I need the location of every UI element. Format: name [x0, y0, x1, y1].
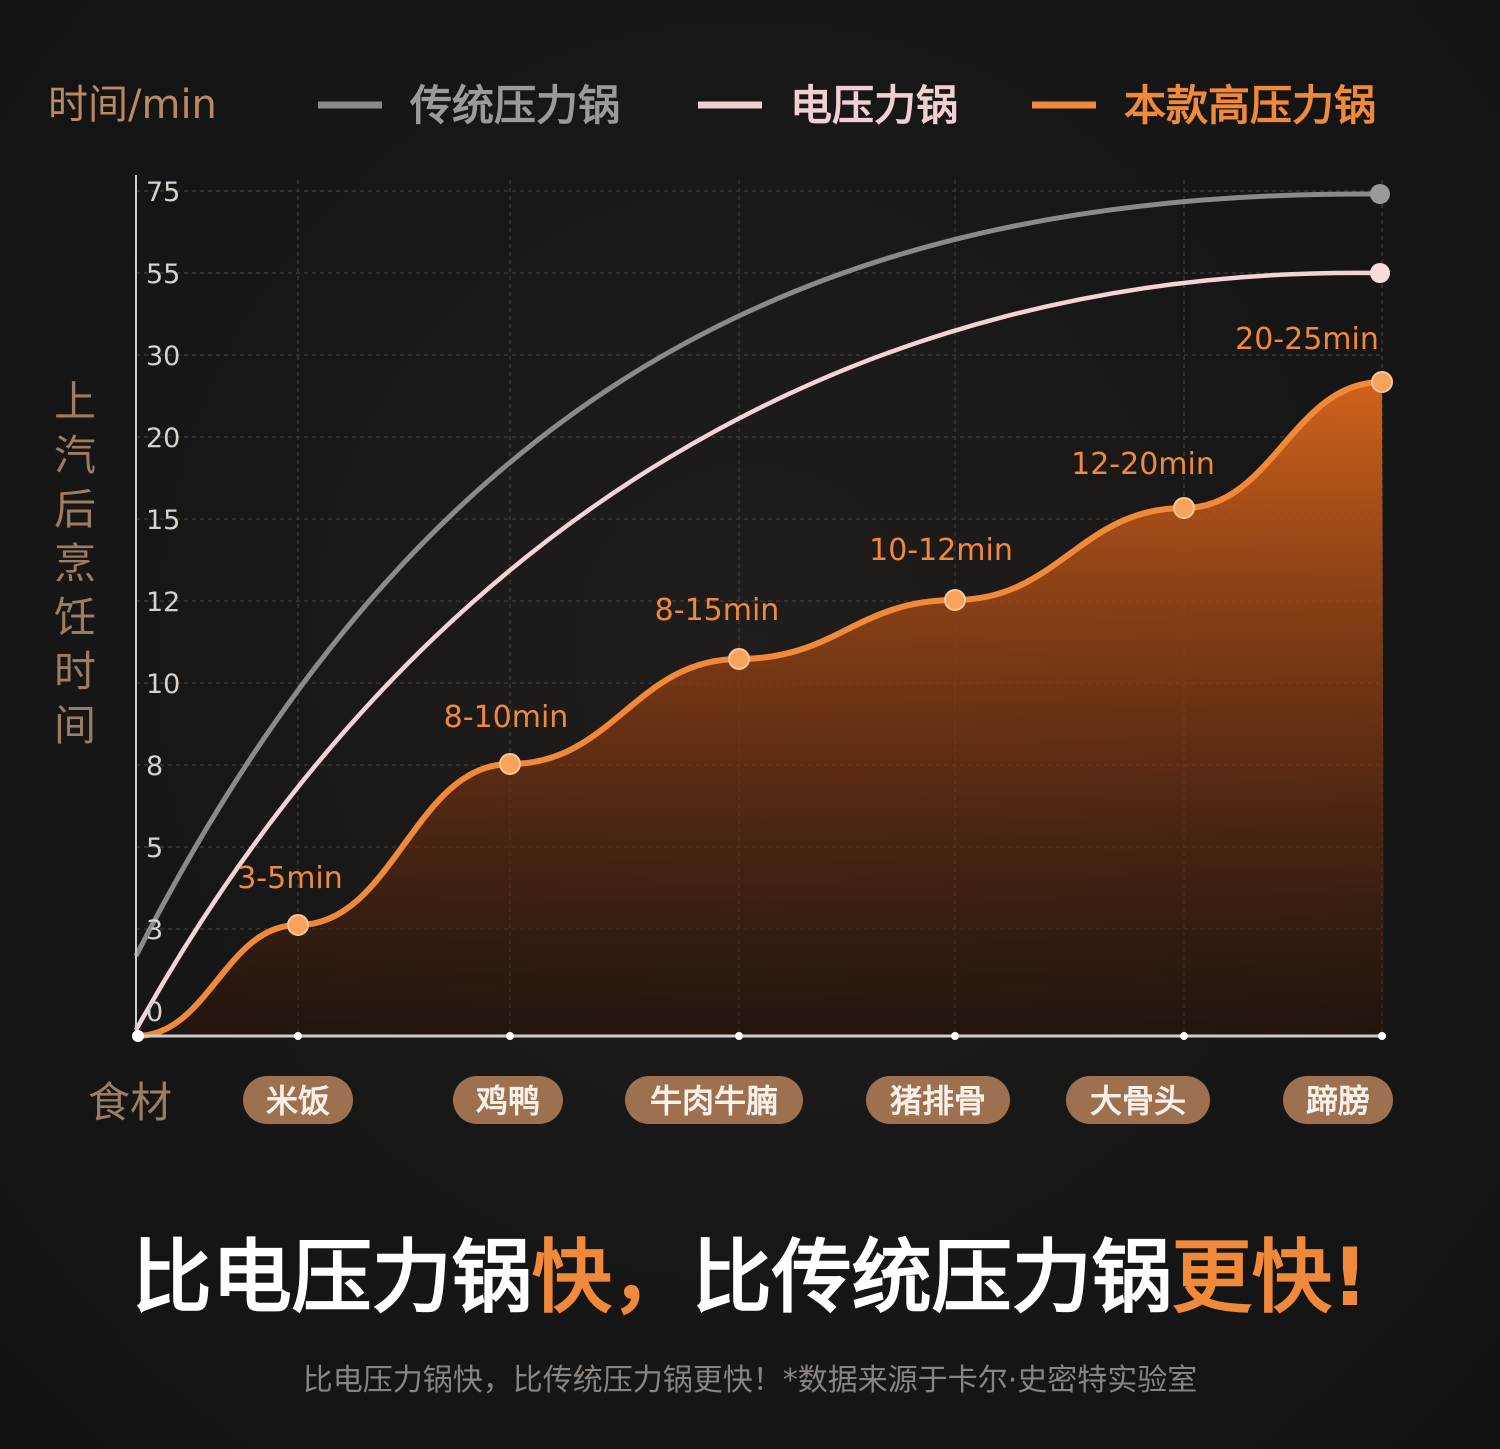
headline-part2: 比传统压力锅 — [692, 1231, 1172, 1324]
data-point-this-model — [944, 589, 966, 611]
category-pill-bg — [1066, 1076, 1210, 1124]
y-tick-label: 10 — [146, 669, 180, 700]
y-tick-label: 75 — [146, 177, 180, 208]
category-pill: 牛肉牛腩 — [625, 1076, 803, 1124]
y-tick-labels: 0 3 5 8 10 12 15 20 30 55 75 — [146, 177, 180, 1028]
category-pill-bg — [243, 1076, 353, 1124]
y-tick-label: 8 — [146, 751, 163, 782]
y-unit-label: 时间/min — [48, 82, 217, 128]
axes — [135, 175, 1386, 1038]
y-tick-label: 12 — [146, 587, 180, 618]
y-axis-label-char: 烹 — [54, 539, 96, 588]
series-line-electric — [134, 270, 1381, 1032]
x-tick-mark — [1180, 1032, 1188, 1040]
data-label: 10-12min — [869, 533, 1013, 568]
data-point-this-model — [1371, 371, 1393, 393]
headline: 比电压力锅快，比传统压力锅更快! — [132, 1231, 1368, 1324]
data-label: 8-15min — [655, 593, 780, 628]
legend-label-traditional: 传统压力锅 — [409, 81, 620, 130]
data-point-electric-end — [1370, 263, 1390, 283]
category-label: 牛肉牛腩 — [650, 1082, 778, 1120]
y-axis-label-char: 饪 — [54, 593, 96, 642]
x-tick-mark — [294, 1032, 302, 1040]
headline-accent1: 快， — [532, 1231, 692, 1324]
x-tick-mark — [951, 1032, 959, 1040]
category-pill: 鸡鸭 — [453, 1076, 563, 1124]
area-fill-this-model — [136, 382, 1384, 1036]
category-label: 大骨头 — [1090, 1082, 1186, 1120]
y-axis-label-char: 上 — [54, 377, 96, 426]
category-label: 猪排骨 — [890, 1082, 986, 1120]
data-label: 12-20min — [1071, 447, 1215, 482]
category-label: 鸡鸭 — [475, 1082, 540, 1120]
data-point-this-model — [287, 914, 309, 936]
category-label: 蹄膀 — [1306, 1082, 1370, 1120]
category-pill-bg — [453, 1076, 563, 1124]
area-fill — [136, 382, 1384, 1036]
y-tick-label: 20 — [146, 423, 180, 454]
y-tick-label: 30 — [146, 341, 180, 372]
category-label: 米饭 — [266, 1082, 330, 1120]
data-label: 20-25min — [1235, 322, 1379, 357]
data-label: 3-5min — [237, 861, 343, 896]
category-pill-bg — [1283, 1076, 1393, 1124]
category-pill: 猪排骨 — [866, 1076, 1010, 1124]
headline-accent2: 更快! — [1172, 1231, 1368, 1324]
data-point-this-model — [728, 648, 750, 670]
legend-label-electric: 电压力锅 — [790, 81, 958, 130]
series-line-traditional — [133, 191, 1381, 958]
x-tick-mark — [506, 1032, 514, 1040]
x-tick-mark — [1378, 1032, 1386, 1040]
y-axis-label-char: 时 — [54, 647, 96, 696]
legend-label-this-model: 本款高压力锅 — [1124, 81, 1376, 130]
category-pill-bg — [625, 1076, 803, 1124]
y-tick-label: 3 — [146, 915, 163, 946]
x-tick-mark — [735, 1032, 743, 1040]
y-tick-label: 55 — [146, 259, 180, 290]
category-pill: 大骨头 — [1066, 1076, 1210, 1124]
legend: 传统压力锅 电压力锅 本款高压力锅 — [318, 81, 1376, 130]
category-pills: 米饭 鸡鸭 牛肉牛腩 猪排骨 大骨头 蹄膀 — [243, 1076, 1393, 1124]
data-point-this-model — [499, 753, 521, 775]
footnote: 比电压力锅快，比传统压力锅更快！*数据来源于卡尔·史密特实验室 — [303, 1363, 1198, 1398]
headline-part1: 比电压力锅 — [132, 1231, 532, 1324]
data-point-traditional-end — [1370, 184, 1390, 204]
y-axis-label-char: 后 — [54, 485, 96, 534]
x-axis-title: 食材 — [88, 1078, 172, 1127]
data-labels: 3-5min 8-10min 8-15min 10-12min 12-20min 20-2… — [237, 322, 1379, 896]
y-axis-label-char: 间 — [54, 701, 96, 750]
data-points — [132, 184, 1393, 1042]
y-tick-label: 5 — [146, 833, 163, 864]
y-tick-label: 0 — [146, 997, 163, 1028]
category-pill-bg — [866, 1076, 1010, 1124]
category-pill: 蹄膀 — [1283, 1076, 1393, 1124]
y-axis-label-char: 汽 — [54, 431, 96, 480]
origin-point — [132, 1030, 144, 1042]
y-tick-label: 15 — [146, 505, 180, 536]
data-label: 8-10min — [444, 700, 569, 735]
data-point-this-model — [1173, 497, 1195, 519]
category-pill: 米饭 — [243, 1076, 353, 1124]
